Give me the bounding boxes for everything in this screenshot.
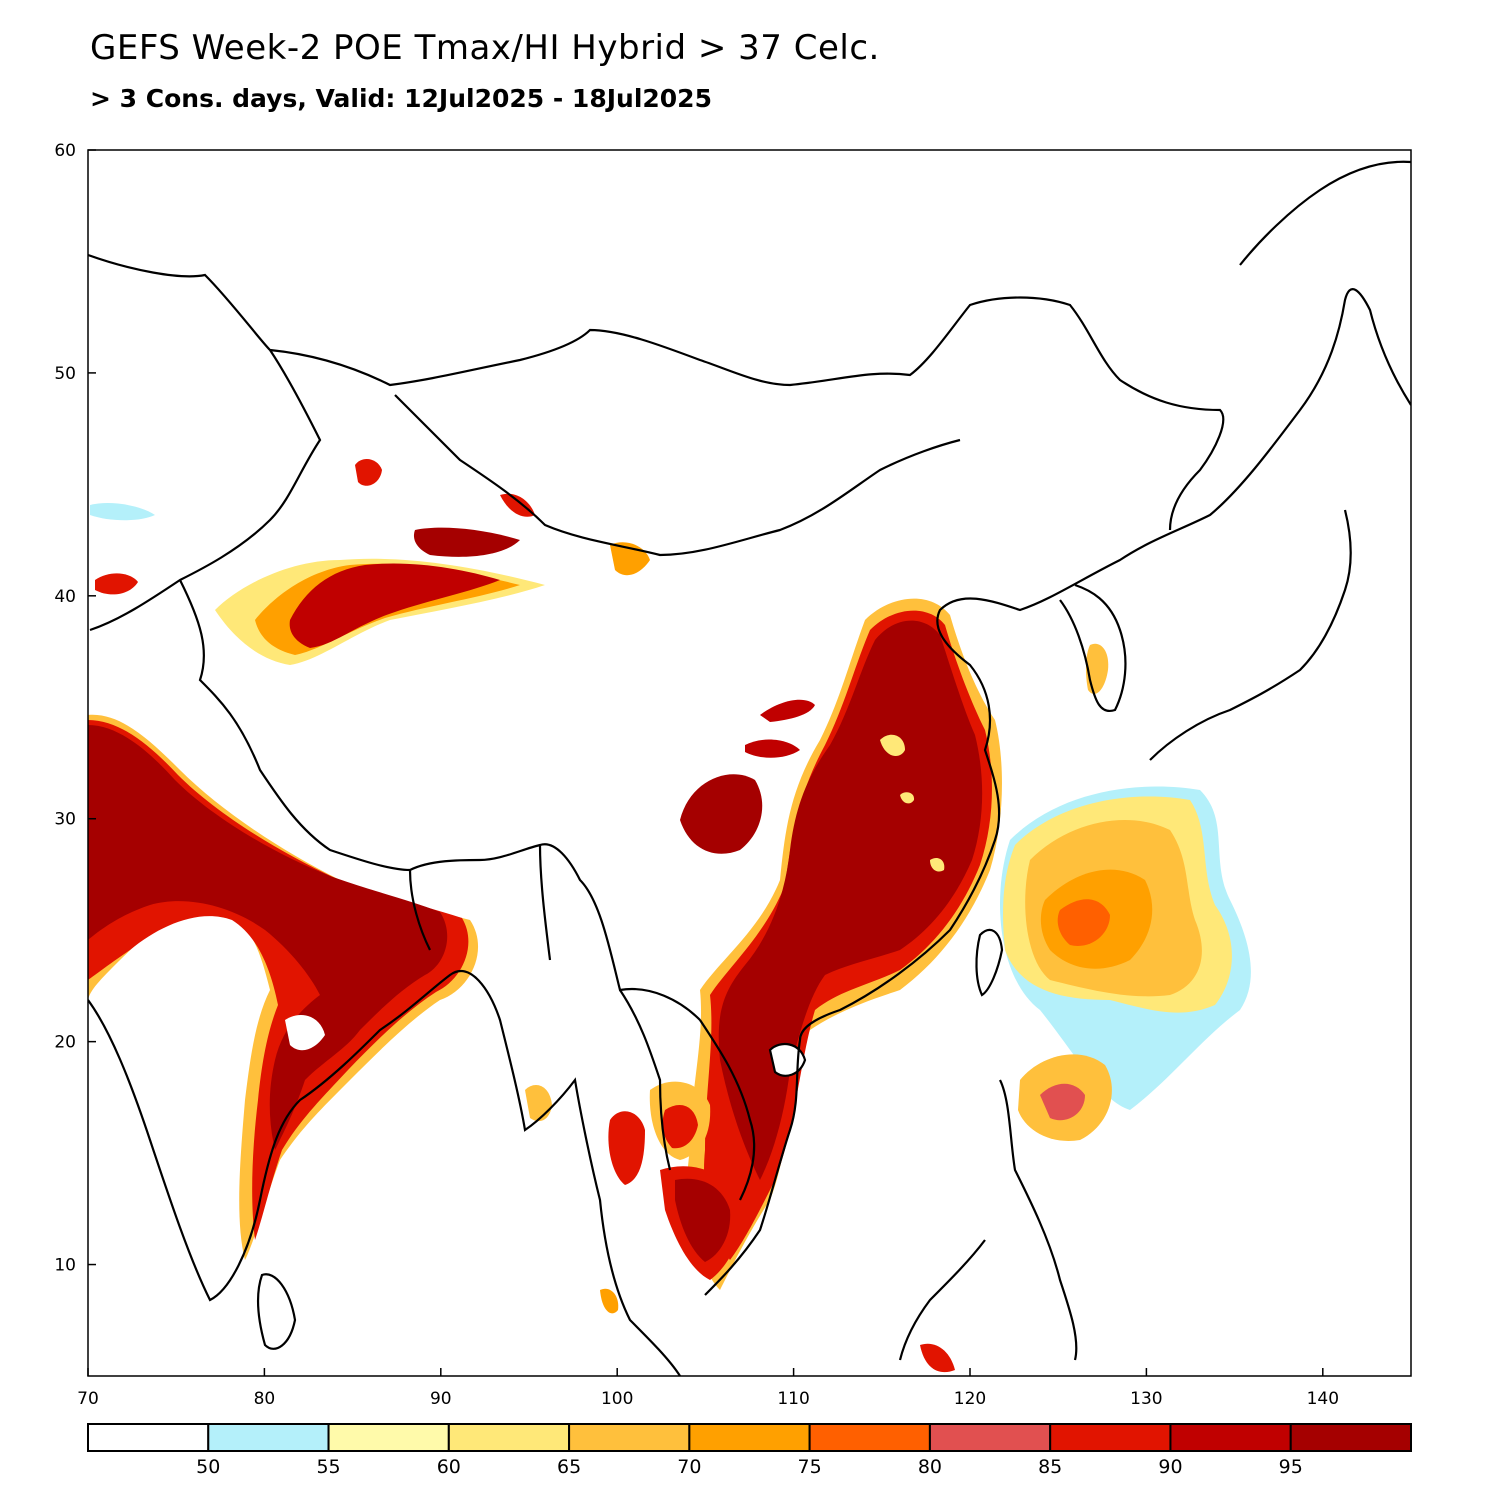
x-tick-label: 100 [601, 1389, 633, 1409]
map-subtitle: > 3 Cons. days, Valid: 12Jul2025 - 18Jul… [90, 84, 712, 113]
colorbar-swatch [568, 1423, 691, 1452]
field-laos-core [662, 1105, 698, 1149]
field-hainan-hole [770, 1044, 805, 1076]
probability-field [88, 458, 1251, 1373]
colorbar-label: 70 [677, 1456, 701, 1478]
colorbar-label: 65 [557, 1456, 581, 1478]
coastline-philippines [898, 1079, 1078, 1361]
field-tarim-core [289, 563, 500, 648]
field-tarim-top [413, 527, 520, 557]
field-malaysia [600, 1288, 619, 1314]
field-central-strip [760, 699, 815, 722]
colorbar-label: 60 [437, 1456, 461, 1478]
coastline-hainan [768, 1042, 807, 1077]
x-tick-label: 70 [77, 1389, 99, 1409]
y-tick-label: 20 [54, 1033, 76, 1053]
x-tick-label: 130 [1130, 1389, 1162, 1409]
colorbar-swatch [808, 1423, 931, 1452]
field-india-hole [285, 1015, 325, 1051]
colorbar-swatch [1289, 1423, 1413, 1452]
colorbar-label: 90 [1158, 1456, 1182, 1478]
colorbar-label: 85 [1038, 1456, 1062, 1478]
field-cambodia-core [675, 1178, 731, 1262]
coastline-taiwan [975, 928, 1004, 997]
field-china-hole-1 [880, 734, 905, 756]
coastline-korea-japan [1059, 509, 1352, 761]
coastline-srilanka [256, 1273, 297, 1350]
field-borneo [920, 1343, 955, 1373]
colorbar-label: 80 [918, 1456, 942, 1478]
colorbar-label: 55 [316, 1456, 340, 1478]
field-dzungaria [355, 458, 382, 486]
field-pacific-red [1057, 899, 1110, 946]
field-pacific-south-core [1040, 1083, 1085, 1121]
colorbar-swatch [928, 1423, 1052, 1452]
field-myanmar [525, 1085, 552, 1122]
country-borders [88, 253, 1225, 1201]
x-tick-label: 140 [1307, 1389, 1339, 1409]
x-tick-label: 110 [777, 1389, 809, 1409]
field-china-hole-2 [900, 792, 915, 804]
field-china-core [718, 620, 983, 1180]
field-gobi-1 [500, 493, 535, 517]
coastline-asia-east [704, 160, 1411, 1296]
colorbar-swatch [207, 1423, 330, 1452]
field-thailand [608, 1111, 645, 1185]
colorbar-label: 95 [1279, 1456, 1303, 1478]
map-boundaries [88, 160, 1411, 1376]
y-tick-label: 30 [54, 810, 76, 830]
colorbar-swatch [87, 1423, 210, 1452]
y-tick-label: 50 [54, 364, 76, 384]
field-china-hole-3 [930, 858, 945, 872]
colorbar: 50 55 60 65 70 75 80 85 90 95 [87, 1423, 1413, 1478]
y-tick-label: 10 [54, 1256, 76, 1276]
x-tick-label: 80 [254, 1389, 276, 1409]
colorbar-swatch [327, 1423, 450, 1452]
colorbar-swatch [1049, 1423, 1172, 1452]
field-korea [1085, 643, 1109, 694]
colorbar-swatch [447, 1423, 571, 1452]
y-tick-label: 40 [54, 587, 76, 607]
y-tick-label: 60 [54, 141, 76, 161]
field-kazakh [95, 573, 138, 595]
field-central-strip-2 [745, 739, 800, 758]
colorbar-swatch [688, 1423, 811, 1452]
map-frame [87, 149, 1412, 1377]
coastline-south-asia [88, 969, 681, 1376]
field-kazakh-cyan [90, 503, 155, 521]
colorbar-swatch [1169, 1423, 1292, 1452]
colorbar-label: 50 [196, 1456, 220, 1478]
x-tick-label: 120 [954, 1389, 986, 1409]
x-tick-label: 90 [430, 1389, 452, 1409]
axis-ticks: 70 80 90 100 110 120 130 140 60 50 40 30 20 10 [54, 141, 1339, 1409]
field-sichuan [680, 774, 763, 854]
colorbar-label: 75 [798, 1456, 822, 1478]
map-title: GEFS Week-2 POE Tmax/HI Hybrid > 37 Celc… [90, 28, 880, 68]
field-india-core [88, 725, 448, 1150]
